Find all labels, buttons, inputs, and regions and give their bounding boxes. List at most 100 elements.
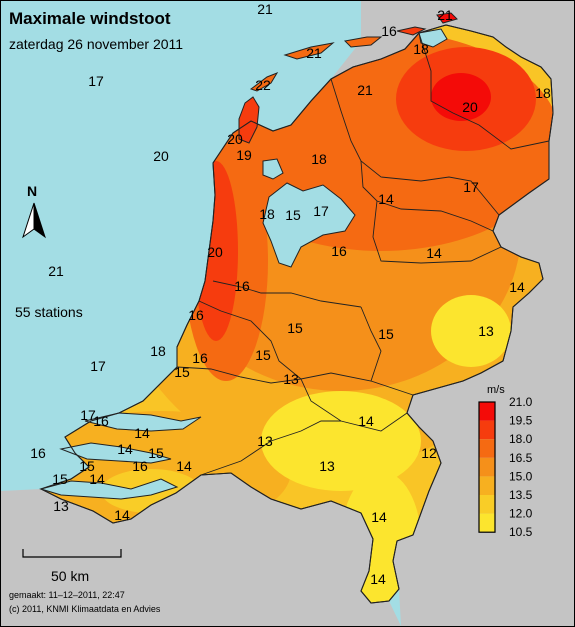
station-value: 17: [90, 358, 106, 374]
station-value: 20: [462, 99, 478, 115]
station-value: 14: [89, 471, 105, 487]
station-value: 15: [255, 347, 271, 363]
footer-made: gemaakt: 11–12–2011, 22:47: [9, 590, 125, 600]
station-value: 20: [207, 244, 223, 260]
station-value: 14: [358, 413, 374, 429]
markermeer-inlet: [262, 158, 284, 180]
station-value: 17: [463, 179, 479, 195]
legend-color-box: [479, 420, 495, 440]
station-value: 15: [287, 320, 303, 336]
legend-unit: m/s: [487, 384, 505, 396]
footer-copyright: (c) 2011, KNMI Klimaatdata en Advies: [9, 604, 161, 614]
north-arrow-right-icon: [33, 202, 46, 239]
station-value: 17: [88, 73, 104, 89]
station-value: 14: [426, 245, 442, 261]
legend-color-box: [479, 402, 495, 421]
station-value: 20: [153, 148, 169, 164]
station-value: 21: [306, 45, 322, 61]
legend-color-box: [479, 439, 495, 458]
station-value: 13: [283, 371, 299, 387]
scale-label: 50 km: [51, 568, 89, 584]
legend: m/s 21.0 19.5 18.0 16.5 15.0 13.5 12.0 10.5: [478, 384, 533, 539]
legend-tick-label: 12.0: [509, 507, 533, 521]
legend-color-box: [479, 513, 495, 533]
province-borders: [176, 32, 550, 476]
station-value: 18: [150, 343, 166, 359]
wadden-inlet: [418, 28, 448, 48]
station-value: 16: [30, 445, 46, 461]
station-value: 15: [79, 458, 95, 474]
station-value: 14: [134, 425, 150, 441]
legend-frame: [478, 401, 496, 533]
scale-bar: 50 km: [22, 549, 122, 584]
station-value: 15: [52, 471, 68, 487]
westerschelde: [39, 478, 179, 500]
station-value: 21: [257, 1, 273, 17]
station-value: 20: [227, 131, 243, 147]
island-vlieland: [249, 71, 279, 92]
station-value: 14: [117, 441, 133, 457]
island-texel: [238, 96, 260, 144]
station-value: 14: [371, 509, 387, 525]
island-rottumeroog: [436, 12, 458, 24]
station-value: 13: [257, 433, 273, 449]
station-value: 17: [80, 407, 96, 423]
ijsselmeer: [262, 182, 356, 268]
station-value: 14: [176, 458, 192, 474]
station-value: 16: [132, 458, 148, 474]
island-schiermonnikoog: [396, 26, 427, 36]
station-value: 15: [174, 364, 190, 380]
legend-tick-label: 15.0: [509, 469, 533, 483]
legend-color-box: [479, 476, 495, 495]
station-value: 16: [188, 307, 204, 323]
station-value: 22: [255, 77, 271, 93]
legend-color-box: [479, 495, 495, 514]
station-value: 21: [48, 263, 64, 279]
legend-tick-label: 16.5: [509, 451, 533, 465]
station-count: 55 stations: [15, 304, 83, 320]
germany-land: [331, 1, 574, 626]
station-value: 16: [93, 413, 109, 429]
map-subtitle: zaterdag 26 november 2011: [9, 36, 183, 52]
belgium-land: [1, 473, 401, 626]
station-value: 18: [311, 151, 327, 167]
station-value: 19: [236, 147, 252, 163]
map-title: Maximale windstoot: [9, 9, 171, 28]
north-label: N: [27, 183, 37, 199]
station-value: 13: [478, 323, 494, 339]
station-value: 16: [331, 243, 347, 259]
station-value: 21: [357, 82, 373, 98]
station-value: 15: [378, 326, 394, 342]
legend-tick-label: 18.0: [509, 432, 533, 446]
legend-tick-label: 19.5: [509, 414, 533, 428]
station-value: 14: [378, 191, 394, 207]
oosterschelde: [59, 442, 172, 464]
station-value: 21: [437, 7, 453, 23]
station-value: 13: [53, 498, 69, 514]
station-value: 14: [509, 279, 525, 295]
station-value: 18: [413, 41, 429, 57]
station-value: 14: [114, 507, 130, 523]
legend-tick-label: 10.5: [509, 525, 533, 539]
station-value: 13: [319, 458, 335, 474]
station-value: 18: [259, 206, 275, 222]
island-terschelling: [283, 42, 335, 60]
legend-color-box: [479, 457, 495, 477]
station-value: 16: [192, 350, 208, 366]
island-ameland: [343, 36, 383, 48]
north-arrow: N: [22, 183, 46, 239]
station-value: 14: [370, 571, 386, 587]
station-value: 16: [234, 278, 250, 294]
legend-tick-label: 21.0: [509, 395, 533, 409]
haringvliet: [84, 412, 202, 432]
station-value: 12: [421, 445, 437, 461]
legend-tick-label: 13.5: [509, 488, 533, 502]
station-value: 16: [381, 23, 397, 39]
station-value: 15: [148, 445, 164, 461]
station-value: 17: [313, 203, 329, 219]
station-value: 18: [535, 85, 551, 101]
station-value: 15: [285, 207, 301, 223]
